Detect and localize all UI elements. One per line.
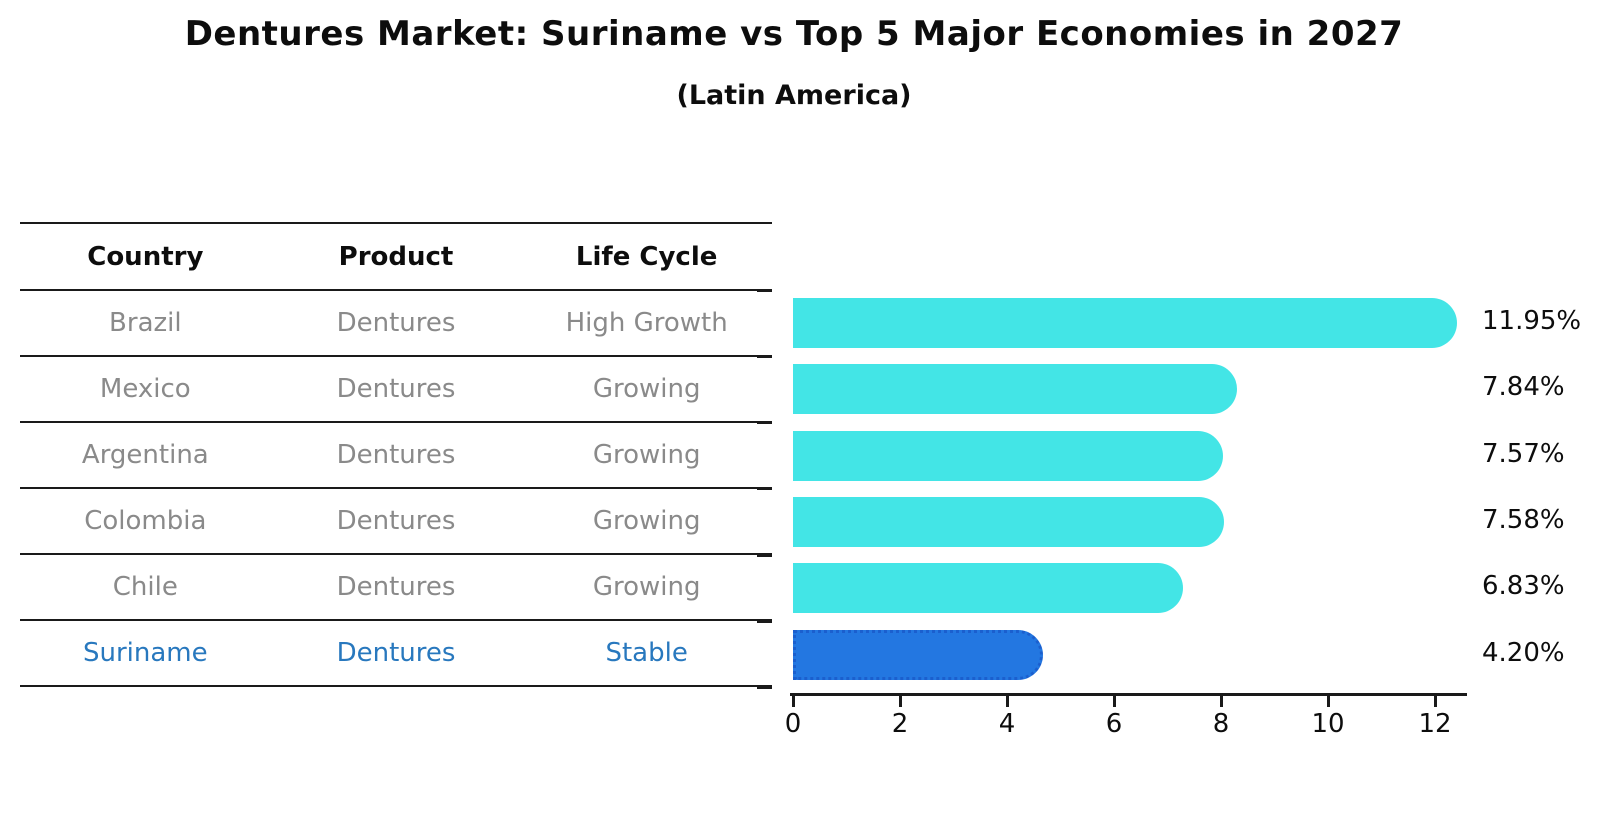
- table-row: Colombia Dentures Growing: [20, 489, 772, 555]
- table-body: Brazil Dentures High Growth Mexico Dentures G…: [20, 291, 772, 687]
- bar-brazil: [793, 298, 1458, 348]
- value-label-mexico: 7.84%: [1482, 372, 1565, 403]
- header-cell-product: Product: [338, 241, 454, 272]
- header-cell-country: Country: [87, 241, 204, 272]
- value-label-chile: 6.83%: [1482, 571, 1565, 602]
- value-label-brazil: 11.95%: [1482, 306, 1582, 336]
- x-axis-tick: [1112, 696, 1116, 707]
- x-axis-tick-label: 6: [1105, 709, 1123, 739]
- x-axis-line: [790, 693, 1467, 696]
- x-axis-tick: [1326, 696, 1330, 707]
- y-axis-tick: [757, 487, 772, 491]
- table-row: Brazil Dentures High Growth: [20, 291, 772, 357]
- y-axis-tick: [757, 554, 772, 557]
- x-axis-tick-label: 12: [1418, 709, 1452, 739]
- x-axis-tick-label: 8: [1212, 709, 1230, 739]
- bar-colombia: [793, 496, 1224, 547]
- x-axis-tick: [1433, 696, 1437, 707]
- table-row: Mexico Dentures Growing: [20, 357, 772, 423]
- value-label-suriname: 4.20%: [1482, 637, 1565, 668]
- cell-life-cycle: High Growth: [565, 308, 728, 338]
- cell-life-cycle: Stable: [605, 638, 688, 668]
- bar-chile: [793, 563, 1184, 614]
- cell-product: Dentures: [336, 374, 456, 404]
- y-axis-tick: [757, 289, 772, 292]
- x-axis-tick-label: 10: [1311, 709, 1345, 739]
- page-subtitle: (Latin America): [676, 80, 912, 111]
- x-axis-tick: [791, 696, 795, 707]
- table-row: Chile Dentures Growing: [20, 555, 772, 621]
- cell-life-cycle: Growing: [592, 440, 701, 470]
- cell-country: Mexico: [99, 374, 191, 404]
- cell-product: Dentures: [336, 638, 456, 668]
- y-axis-tick: [757, 686, 772, 690]
- bar-mexico: [793, 364, 1238, 415]
- cell-product: Dentures: [336, 572, 456, 602]
- value-label-argentina: 7.57%: [1482, 438, 1565, 469]
- bar-suriname-highlighted: [793, 629, 1043, 680]
- table-row: Suriname Dentures Stable: [20, 621, 772, 687]
- x-axis-tick-label: 2: [891, 709, 909, 739]
- table-header-row: Country Product Life Cycle: [20, 224, 772, 291]
- page-title: Dentures Market: Suriname vs Top 5 Major…: [184, 14, 1404, 54]
- x-axis-tick: [898, 696, 902, 707]
- y-axis-tick: [757, 355, 772, 358]
- cell-country: Colombia: [84, 506, 207, 536]
- y-axis-tick: [757, 421, 772, 425]
- cell-product: Dentures: [336, 308, 456, 338]
- comparison-table: Country Product Life Cycle Brazil Denture…: [20, 222, 772, 687]
- cell-product: Dentures: [336, 506, 456, 536]
- cell-country: Brazil: [109, 308, 182, 338]
- y-axis-tick: [757, 620, 772, 624]
- cell-life-cycle: Growing: [592, 506, 701, 536]
- cell-country: Argentina: [81, 440, 209, 470]
- cell-country: Suriname: [83, 638, 208, 668]
- header-cell-life-cycle: Life Cycle: [575, 241, 718, 272]
- table-row: Argentina Dentures Growing: [20, 423, 772, 489]
- value-label-colombia: 7.58%: [1482, 504, 1565, 535]
- x-axis-tick-label: 4: [998, 709, 1016, 739]
- cell-country: Chile: [112, 572, 178, 602]
- bar-argentina: [793, 430, 1223, 481]
- cell-life-cycle: Growing: [592, 374, 701, 404]
- x-axis-tick-label: 0: [784, 709, 802, 739]
- x-axis-tick: [1219, 696, 1223, 707]
- cell-life-cycle: Growing: [592, 572, 701, 602]
- x-axis-tick: [1005, 696, 1009, 707]
- cell-product: Dentures: [336, 440, 456, 470]
